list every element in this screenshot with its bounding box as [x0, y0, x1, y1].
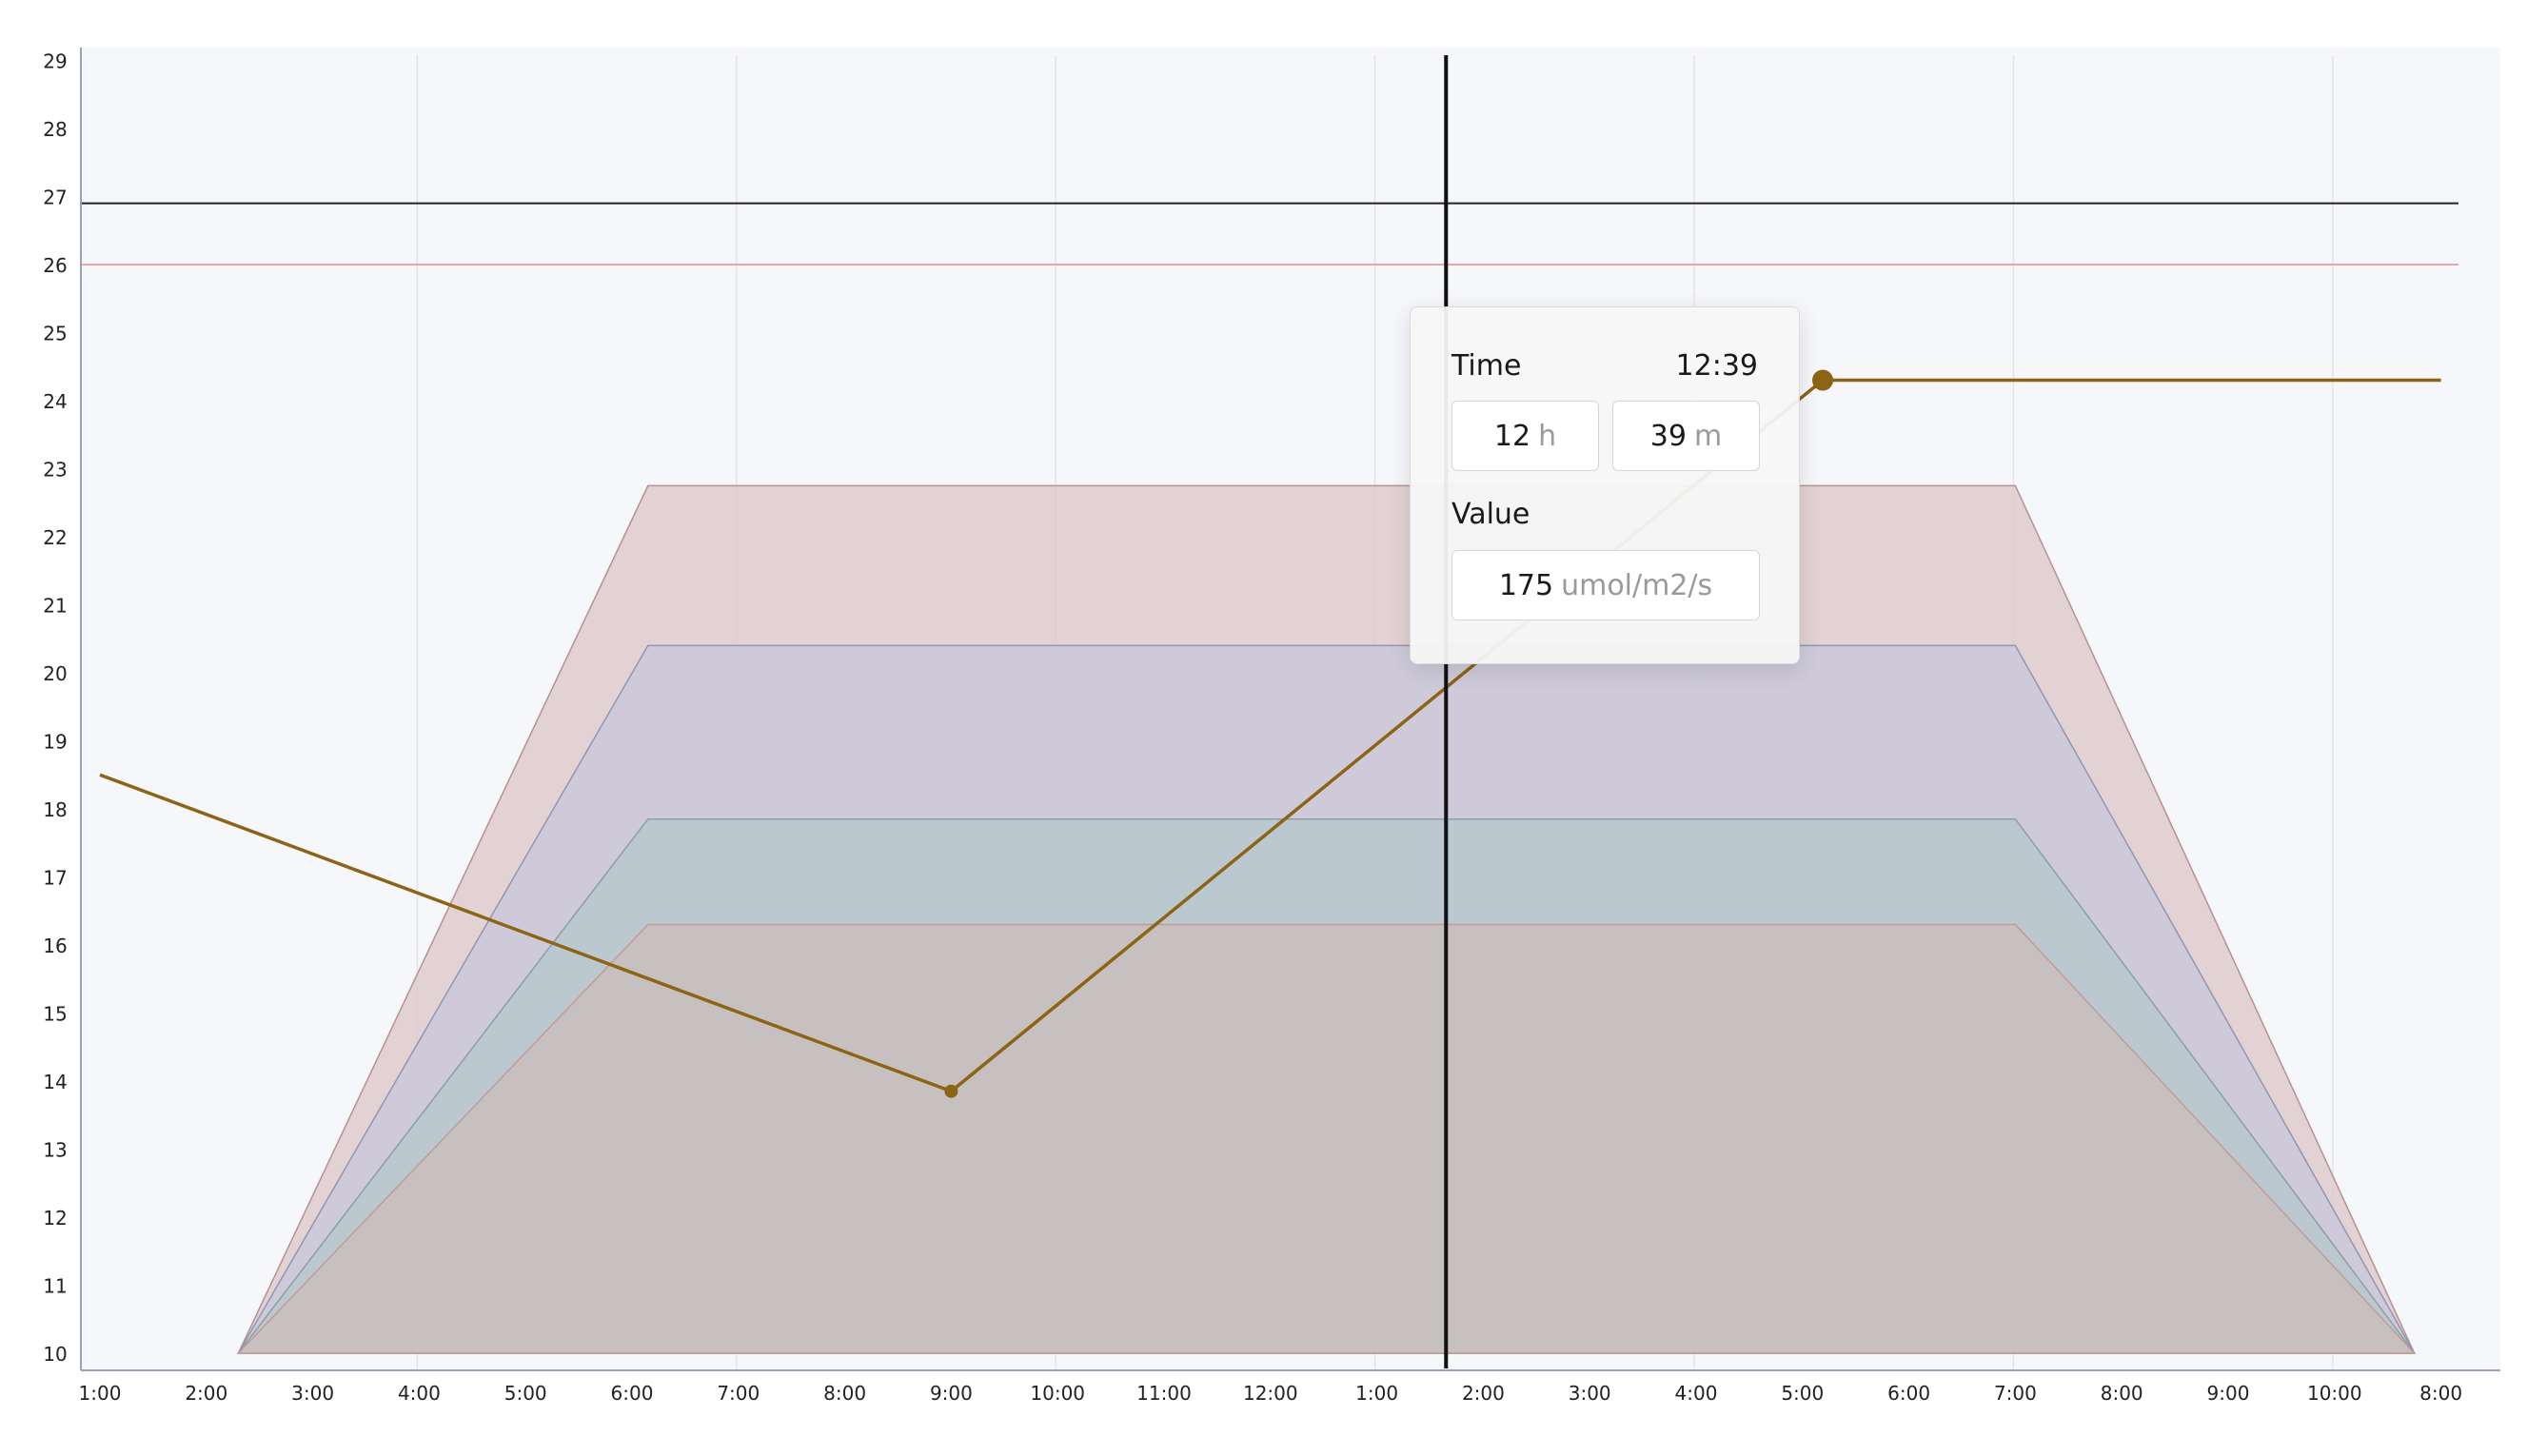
x-tick-label: 2:00 [185, 1382, 227, 1405]
y-tick-label: 17 [43, 867, 67, 890]
minutes-input[interactable]: 39 m [1612, 401, 1760, 471]
y-axis-ticks: 10 11 12 13 14 15 16 17 18 19 20 21 22 23 24 25 26 27 28 29 [43, 50, 67, 1367]
x-tick-label: 9:00 [930, 1382, 973, 1405]
value-editor-popover: Time 12:39 12 h 39 m Value 175 umol/m2/s [1410, 306, 1800, 664]
y-tick-label: 24 [43, 390, 67, 413]
value-row: Value [1451, 498, 1758, 531]
y-tick-label: 13 [43, 1139, 67, 1162]
x-tick-label: 1:00 [79, 1382, 122, 1405]
series-point[interactable] [1812, 369, 1834, 391]
y-tick-label: 15 [43, 1003, 67, 1026]
x-tick-label: 11:00 [1136, 1382, 1192, 1405]
series-line[interactable] [99, 378, 2441, 1093]
y-tick-label: 21 [43, 595, 67, 618]
y-tick-label: 29 [43, 50, 67, 73]
x-tick-label: 5:00 [1781, 1382, 1824, 1405]
y-tick-label: 25 [43, 323, 67, 345]
y-tick-label: 18 [43, 798, 67, 821]
y-tick-label: 28 [43, 118, 67, 141]
value-number: 175 [1498, 568, 1554, 602]
y-tick-label: 20 [43, 662, 67, 685]
hours-input[interactable]: 12 h [1451, 401, 1599, 471]
y-tick-label: 26 [43, 254, 67, 277]
x-tick-label: 2:00 [1462, 1382, 1505, 1405]
time-value: 12:39 [1675, 349, 1758, 383]
x-tick-label: 3:00 [1569, 1382, 1611, 1405]
reference-lines [81, 202, 2458, 266]
x-tick-label: 3:00 [291, 1382, 334, 1405]
y-tick-label: 14 [43, 1071, 67, 1093]
y-tick-label: 22 [43, 526, 67, 549]
x-tick-label: 10:00 [1030, 1382, 1085, 1405]
value-unit: umol/m2/s [1561, 568, 1713, 602]
value-label: Value [1451, 498, 1530, 531]
minutes-unit: m [1693, 419, 1723, 453]
hours-value: 12 [1493, 419, 1531, 453]
time-label: Time [1451, 349, 1522, 383]
y-tick-label: 11 [43, 1275, 67, 1298]
time-row: Time 12:39 [1451, 349, 1758, 383]
x-tick-label: 4:00 [398, 1382, 441, 1405]
x-tick-label: 6:00 [611, 1382, 654, 1405]
y-tick-label: 23 [43, 459, 67, 482]
y-tick-label: 27 [43, 187, 67, 209]
series-lines[interactable] [99, 369, 2441, 1098]
x-tick-label: 12:00 [1243, 1382, 1298, 1405]
y-tick-label: 10 [43, 1343, 67, 1366]
series-point[interactable] [944, 1084, 958, 1098]
area-bands [236, 484, 2417, 1354]
minutes-value: 39 [1649, 419, 1687, 453]
x-tick-label: 9:00 [2207, 1382, 2250, 1405]
x-tick-label: 8:00 [2101, 1382, 2143, 1405]
x-tick-label: 5:00 [504, 1382, 547, 1405]
x-tick-label: 1:00 [1355, 1382, 1398, 1405]
x-tick-label: 6:00 [1887, 1382, 1930, 1405]
x-axis-ticks: 1:00 2:00 3:00 4:00 5:00 6:00 7:00 8:00 9:00 10:0… [79, 1382, 2463, 1405]
x-tick-label: 10:00 [2307, 1382, 2362, 1405]
x-tick-label: 8:00 [823, 1382, 866, 1405]
x-tick-label: 7:00 [717, 1382, 760, 1405]
hours-unit: h [1538, 419, 1557, 453]
value-input[interactable]: 175 umol/m2/s [1451, 550, 1760, 620]
area-band [236, 923, 2417, 1354]
x-tick-label: 8:00 [2419, 1382, 2462, 1405]
y-tick-label: 19 [43, 731, 67, 754]
x-tick-label: 7:00 [1994, 1382, 2037, 1405]
y-tick-label: 16 [43, 935, 67, 957]
x-tick-label: 4:00 [1675, 1382, 1718, 1405]
y-tick-label: 12 [43, 1207, 67, 1230]
